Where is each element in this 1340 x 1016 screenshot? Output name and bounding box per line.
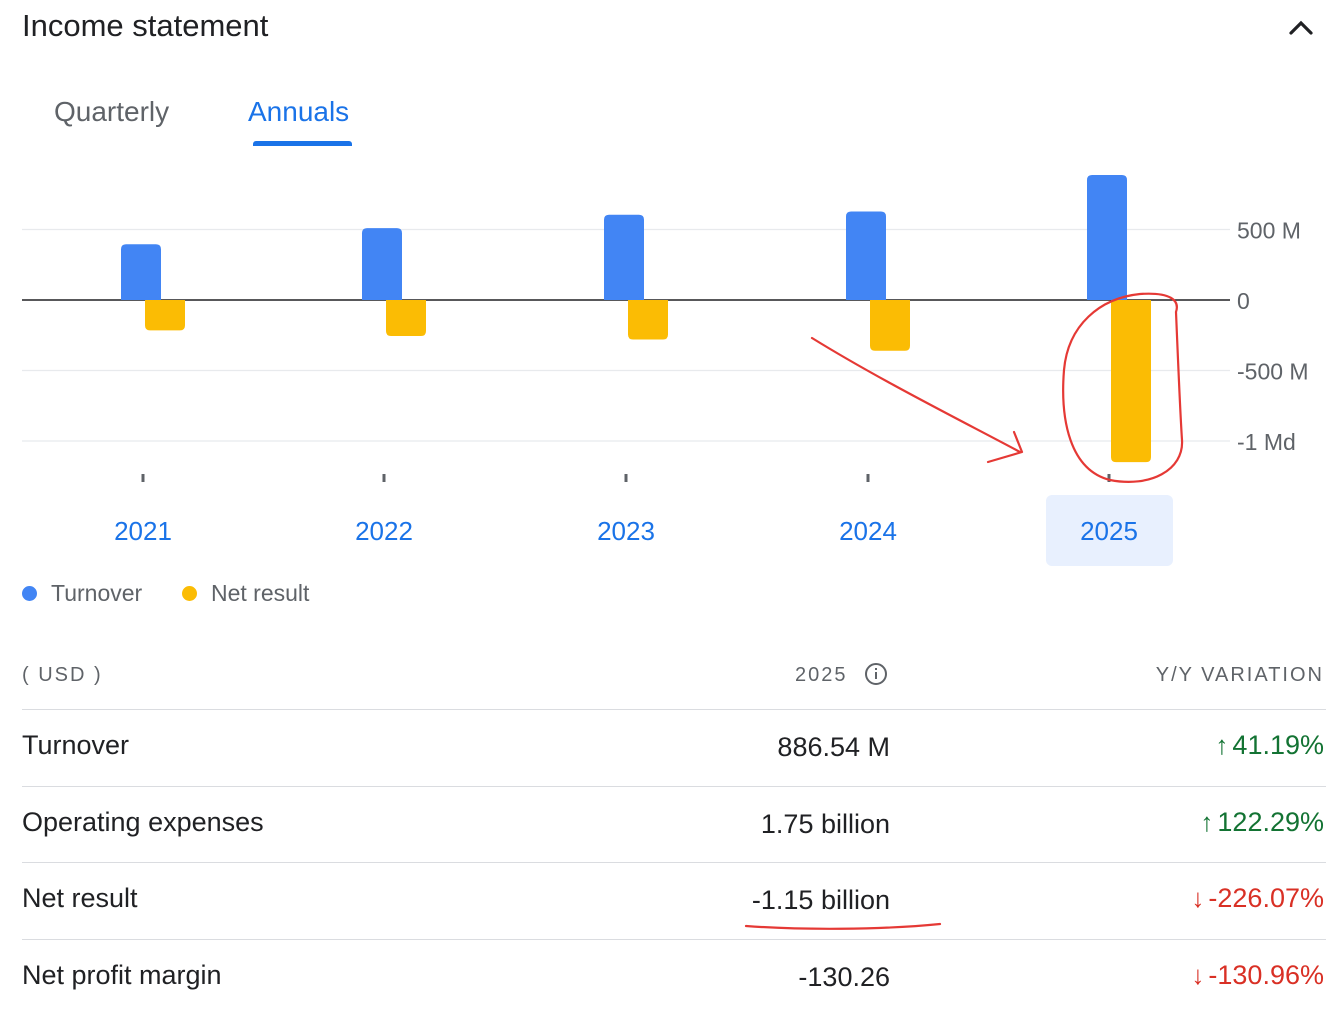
turnover-bar	[121, 244, 161, 300]
selected-year-highlight	[1046, 495, 1173, 566]
net-result-bar	[628, 300, 668, 340]
tab-annuals[interactable]: Annuals	[248, 96, 350, 127]
unit-header: ( USD )	[22, 664, 103, 686]
y-tick-label: 0	[1237, 288, 1250, 314]
legend-turnover-label: Turnover	[51, 580, 143, 606]
row-variation: ↓ -226.07%	[1191, 883, 1324, 914]
legend-net-result-label: Net result	[211, 580, 310, 606]
turnover-bar	[604, 214, 644, 300]
table-row: Net result -1.15 billion ↓ -226.07%	[22, 862, 1326, 939]
year-header: 2025	[795, 664, 848, 686]
table-row: Operating expenses 1.75 billion ↑ 122.29%	[22, 786, 1326, 863]
row-variation: ↓ -130.96%	[1191, 960, 1324, 991]
net-result-bar	[386, 300, 426, 336]
arrow-up-icon: ↑	[1215, 730, 1229, 760]
table-row: Turnover 886.54 M ↑ 41.19%	[22, 709, 1326, 786]
variation-value: -130.96%	[1208, 960, 1324, 990]
y-tick-label: 500 M	[1237, 218, 1301, 244]
net-result-dot-icon	[182, 586, 197, 601]
row-label: Turnover	[22, 730, 130, 760]
chevron-up-icon[interactable]	[1286, 14, 1316, 44]
row-label: Net profit margin	[22, 960, 222, 990]
arrow-down-icon: ↓	[1191, 960, 1205, 990]
net-result-bar	[145, 300, 185, 331]
x-tick-label: 2023	[597, 516, 655, 546]
y-tick-label: -500 M	[1237, 359, 1309, 385]
income-bar-chart: 500 M 0 -500 M -1 Md 2021 2022 2023 2024 2025	[22, 174, 1309, 566]
arrow-down-icon: ↓	[1191, 883, 1205, 913]
x-tick-label: 2024	[839, 516, 897, 546]
row-variation: ↑ 122.29%	[1200, 807, 1324, 838]
row-label: Operating expenses	[22, 807, 264, 837]
variation-value: 41.19%	[1232, 730, 1324, 760]
row-variation: ↑ 41.19%	[1215, 730, 1324, 761]
section-title: Income statement	[22, 8, 269, 43]
row-value: 1.75 billion	[760, 809, 890, 839]
tab-quarterly[interactable]: Quarterly	[54, 96, 170, 127]
net-result-bar	[870, 300, 910, 351]
row-label: Net result	[22, 883, 138, 913]
net-result-bar	[1111, 300, 1151, 463]
turnover-bar	[362, 228, 402, 300]
table-row: Net profit margin -130.26 ↓ -130.96%	[22, 939, 1326, 1016]
y-tick-label: -1 Md	[1237, 429, 1296, 455]
x-tick-label: 2025	[1080, 516, 1138, 546]
variation-header: Y/Y VARIATION	[1155, 664, 1324, 686]
info-icon[interactable]	[864, 662, 888, 686]
active-tab-indicator	[253, 141, 352, 146]
legend-turnover: Turnover	[22, 580, 142, 607]
row-value: 886.54 M	[777, 732, 890, 762]
x-tick-label: 2022	[355, 516, 413, 546]
turnover-bar	[1087, 174, 1127, 300]
legend-net-result: Net result	[182, 580, 309, 607]
row-value: -130.26	[798, 962, 890, 992]
turnover-dot-icon	[22, 586, 37, 601]
arrow-up-icon: ↑	[1200, 807, 1214, 837]
variation-value: 122.29%	[1217, 807, 1324, 837]
turnover-bar	[846, 211, 886, 300]
variation-value: -226.07%	[1208, 883, 1324, 913]
x-tick-label: 2021	[114, 516, 172, 546]
row-value: -1.15 billion	[751, 885, 890, 915]
